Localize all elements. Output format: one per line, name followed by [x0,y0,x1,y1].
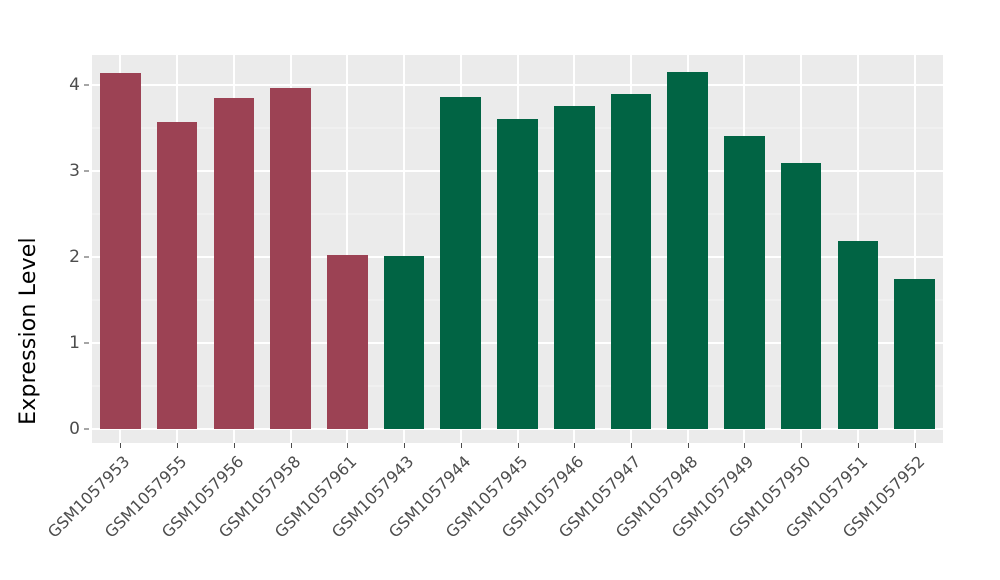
bar[interactable] [270,87,311,429]
bar[interactable] [383,256,425,429]
y-axis-tick-label: 1 [69,333,80,354]
y-axis-tick-label: 4 [69,75,80,96]
bar[interactable] [780,163,822,429]
x-axis-tick-mark [177,443,179,448]
bar[interactable] [440,97,482,429]
y-axis-title-label: Expression Level [15,237,41,425]
x-axis-tick-mark [517,443,519,448]
bar[interactable] [553,105,595,429]
y-axis-tick-label: 0 [69,419,80,439]
y-axis-tick-mark [84,84,89,86]
x-axis-tick-mark [687,443,689,448]
bar[interactable] [724,135,765,429]
x-axis-tick-mark [120,443,122,448]
bar[interactable] [156,122,198,429]
gridline-major-vertical [346,55,349,443]
y-axis-title: Expression Level [0,0,56,580]
bar[interactable] [610,93,652,429]
y-axis-tick-labels: 0 1 2 3 4 [56,0,80,580]
gridline-major-vertical [403,55,406,443]
y-axis-tick-mark [84,256,89,258]
plot-panel [92,55,943,443]
bar[interactable] [100,73,141,429]
x-axis-tick-mark [290,443,292,448]
bar[interactable] [327,255,368,429]
x-axis-tick-mark [744,443,746,448]
x-axis-tick-mark [801,443,803,448]
gridline-major-vertical [913,55,916,443]
x-axis-tick-mark [404,443,406,448]
x-axis-tick-mark [857,443,859,448]
y-axis-tick-mark [84,342,89,344]
x-axis-tick-mark [460,443,462,448]
x-axis-tick-mark [233,443,235,448]
bar[interactable] [667,72,708,429]
bar[interactable] [497,119,538,429]
y-axis-tick-label: 3 [69,161,80,182]
x-axis-tick-mark [914,443,916,448]
y-axis-tick-label: 2 [69,247,80,268]
bar[interactable] [213,98,255,429]
bar[interactable] [837,240,879,429]
x-axis-tick-mark [574,443,576,448]
y-axis-tick-mark [84,428,89,430]
bar[interactable] [894,278,935,429]
y-axis-tick-mark [84,170,89,172]
x-axis-tick-mark [347,443,349,448]
x-axis-tick-mark [630,443,632,448]
